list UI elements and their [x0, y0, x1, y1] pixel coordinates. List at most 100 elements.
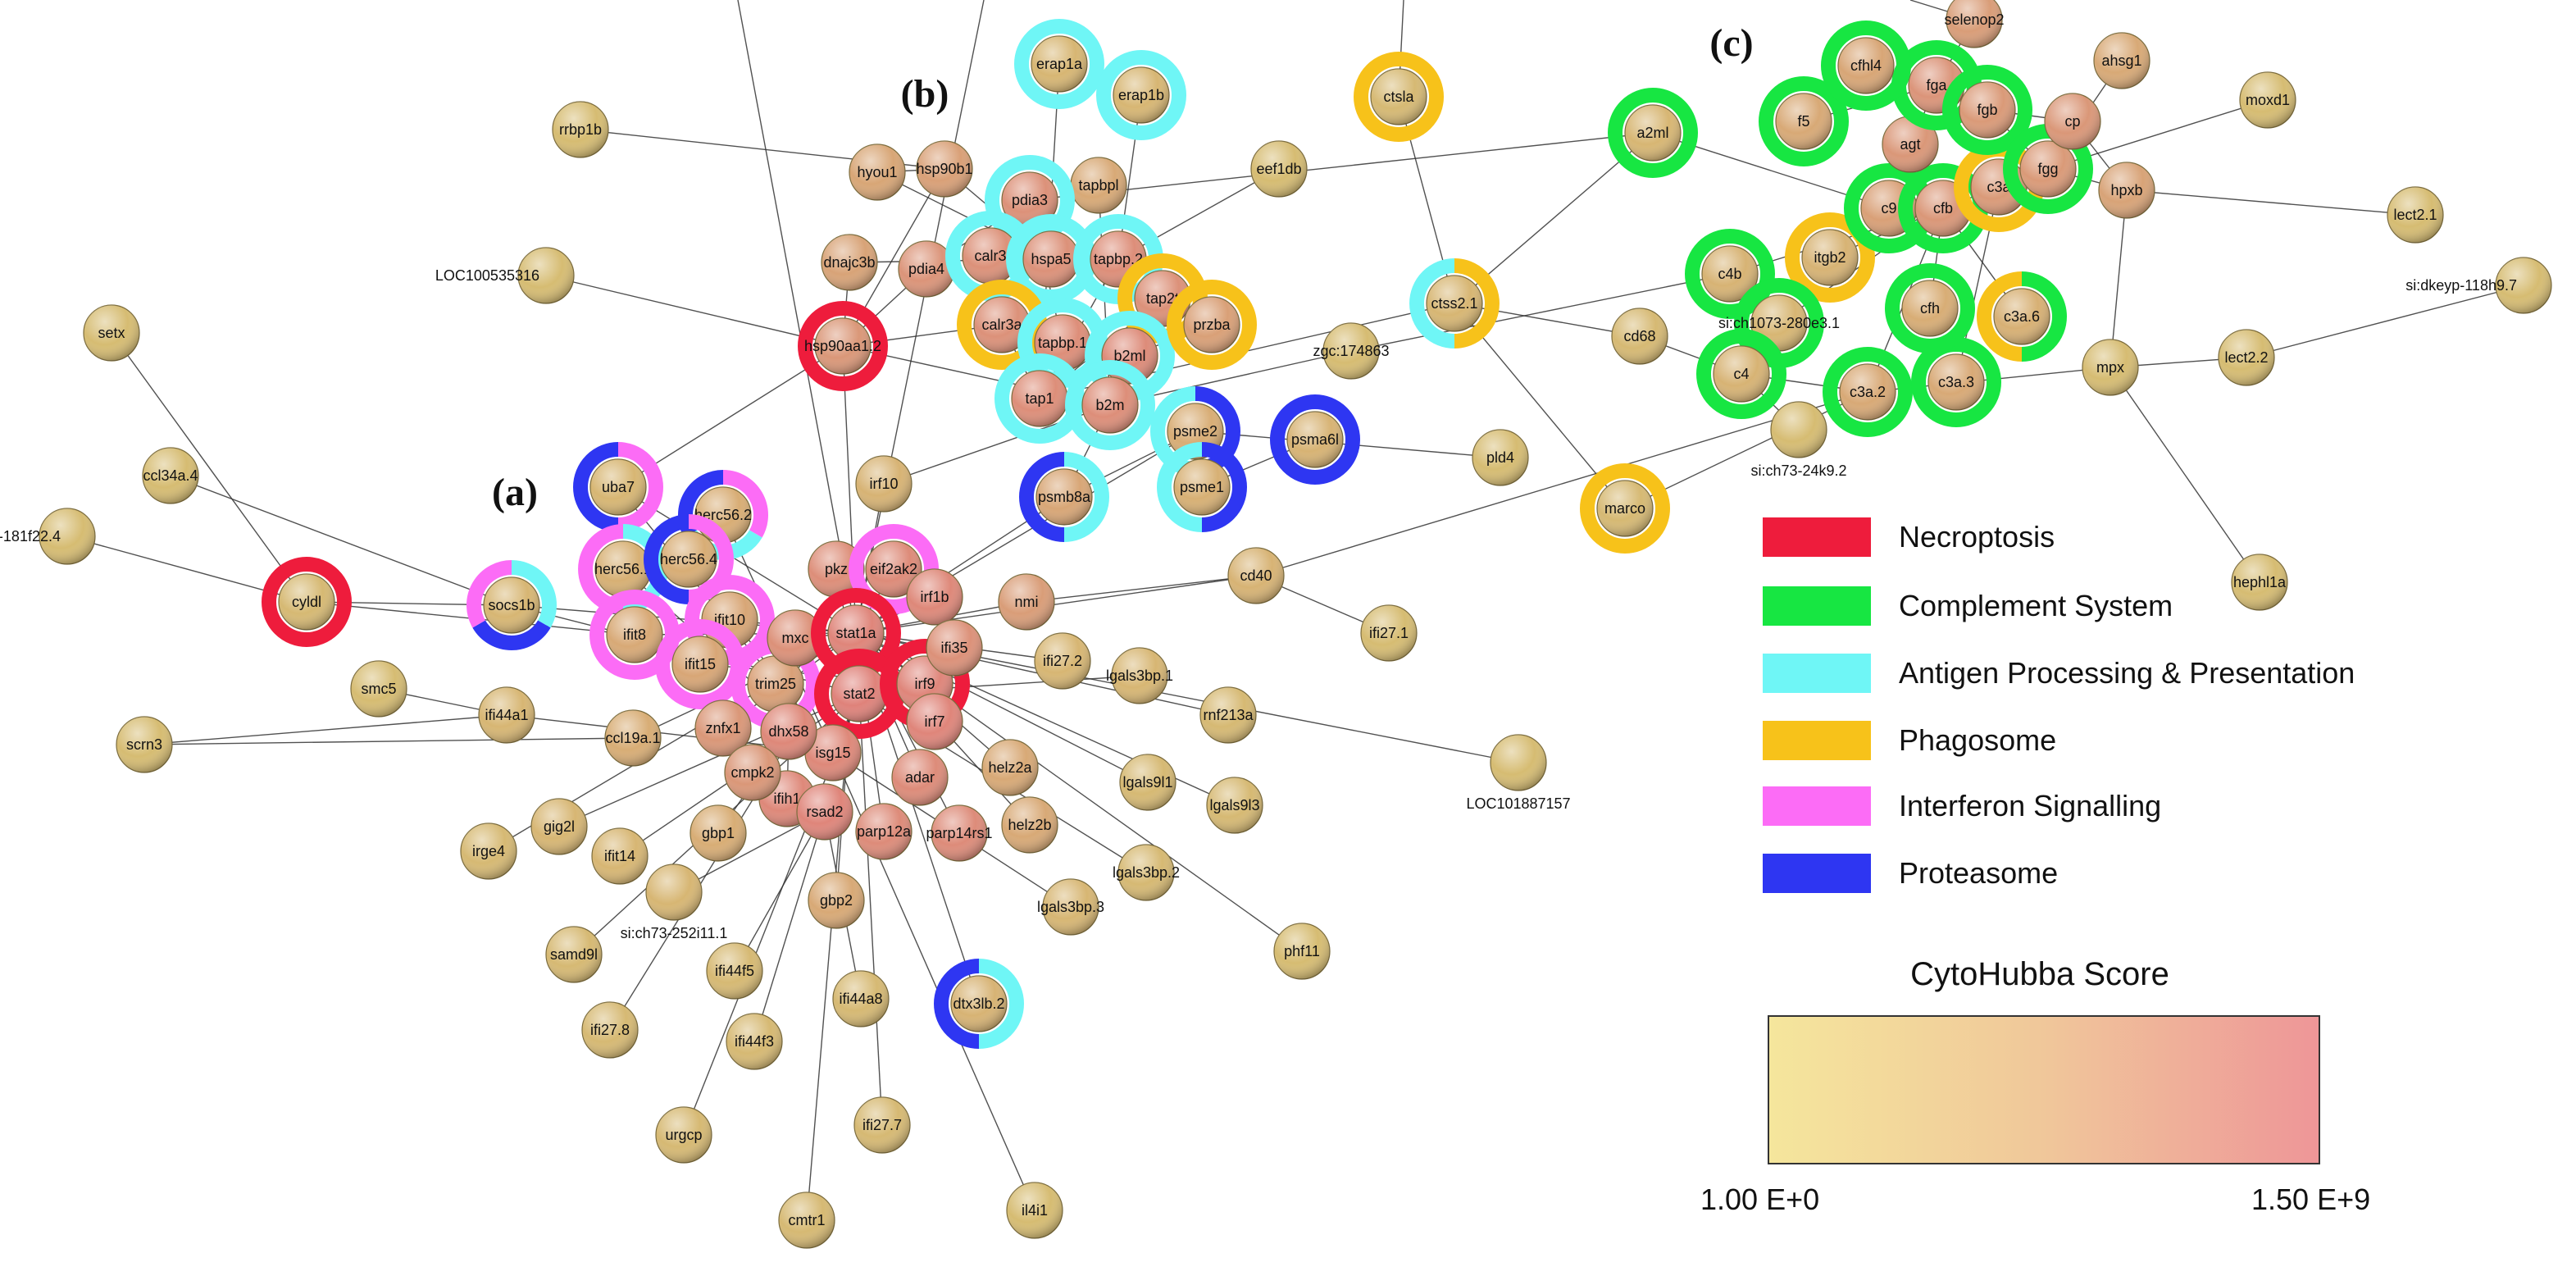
node-itgb2[interactable]: itgb2 — [1785, 212, 1875, 303]
node-hephl1a[interactable]: hephl1a — [2231, 554, 2288, 611]
node-ifi44f5[interactable]: ifi44f5 — [706, 942, 763, 1000]
node-lgals3bp1[interactable]: lgals3bp.1 — [1106, 647, 1173, 704]
node-rrbp1b[interactable]: rrbp1b — [552, 101, 609, 158]
node-ccl19a1[interactable]: ccl19a.1 — [604, 709, 662, 767]
node-sidkey181[interactable]: si:dkey-181f22.4 — [0, 508, 96, 565]
node-lgals9l1[interactable]: lgals9l1 — [1119, 754, 1176, 811]
node-phf11[interactable]: phf11 — [1273, 923, 1331, 980]
node-hspa5[interactable]: hspa5 — [1006, 214, 1096, 304]
node-LOC101887157[interactable]: LOC101887157 — [1466, 734, 1571, 812]
node-mxc[interactable]: mxc — [767, 609, 824, 667]
node-psmb8a[interactable]: psmb8a — [1019, 452, 1109, 542]
node-smc5[interactable]: smc5 — [350, 660, 407, 718]
node-cyldl[interactable]: cyldl — [262, 557, 352, 647]
node-tapbpl[interactable]: tapbpl — [1070, 157, 1127, 214]
node-cfh[interactable]: cfh — [1885, 263, 1975, 353]
node-samd9l[interactable]: samd9l — [545, 926, 603, 983]
node-ifi272[interactable]: ifi27.2 — [1034, 632, 1091, 690]
node-ifi271[interactable]: ifi27.1 — [1360, 604, 1418, 662]
node-lect22[interactable]: lect2.2 — [2218, 329, 2275, 386]
node-agt[interactable]: agt — [1882, 116, 1939, 173]
node-dtx3lb2[interactable]: dtx3lb.2 — [934, 959, 1024, 1049]
node-hsp90b1[interactable]: hsp90b1 — [916, 140, 973, 198]
node-cd40[interactable]: cd40 — [1227, 547, 1285, 604]
node-urgcp[interactable]: urgcp — [655, 1106, 712, 1164]
node-moxd1[interactable]: moxd1 — [2239, 71, 2296, 129]
node-hsp90aa12[interactable]: hsp90aa1.2 — [798, 301, 888, 391]
node-c3a3[interactable]: c3a.3 — [1911, 337, 2001, 427]
node-parp14rs1[interactable]: parp14rs1 — [926, 804, 993, 862]
node-ifi278[interactable]: ifi27.8 — [581, 1001, 639, 1059]
node-ifi44a8[interactable]: ifi44a8 — [832, 970, 890, 1028]
node-irf10[interactable]: irf10 — [855, 455, 913, 513]
node-ifi44f3[interactable]: ifi44f3 — [726, 1013, 783, 1070]
node-sich7324k[interactable]: si:ch73-24k9.2 — [1750, 401, 1847, 479]
node-pkz[interactable]: pkz — [808, 540, 865, 598]
node-psme1[interactable]: psme1 — [1157, 442, 1247, 532]
node-c4b[interactable]: c4b — [1685, 229, 1775, 319]
node-c3a6[interactable]: c3a.6 — [1977, 271, 2067, 362]
node-selenop2[interactable]: selenop2 — [1944, 0, 2005, 48]
node-pld4[interactable]: pld4 — [1472, 429, 1529, 486]
node-sich73[interactable]: si:ch73-252i11.1 — [621, 864, 728, 941]
node-isg15[interactable]: isg15 — [804, 724, 862, 781]
node-scrn3[interactable]: scrn3 — [116, 716, 173, 773]
node-dnajc3b[interactable]: dnajc3b — [821, 234, 878, 291]
node-calr3a[interactable]: calr3a — [957, 280, 1047, 370]
node-lgals3bp3[interactable]: lgals3bp.3 — [1037, 878, 1104, 936]
node-lgals9l3[interactable]: lgals9l3 — [1206, 777, 1263, 834]
node-ccl34a4[interactable]: ccl34a.4 — [142, 447, 199, 504]
node-mpx[interactable]: mpx — [2082, 339, 2139, 396]
node-hpxb[interactable]: hpxb — [2098, 162, 2155, 219]
node-parp12a[interactable]: parp12a — [855, 803, 913, 860]
node-cp[interactable]: cp — [2044, 93, 2101, 150]
node-fgb[interactable]: fgb — [1942, 65, 2032, 155]
node-przba[interactable]: przba — [1167, 280, 1257, 370]
node-hyou1[interactable]: hyou1 — [849, 144, 906, 201]
node-ctsla[interactable]: ctsla — [1354, 52, 1444, 142]
node-erap1b[interactable]: erap1b — [1096, 50, 1186, 140]
node-dhx58[interactable]: dhx58 — [760, 703, 817, 760]
node-sidkeyp118[interactable]: si:dkeyp-118h9.7 — [2405, 257, 2552, 314]
node-ifit14[interactable]: ifit14 — [591, 827, 649, 885]
node-zgc174863[interactable]: zgc:174863 — [1313, 322, 1390, 380]
node-gbp1[interactable]: gbp1 — [690, 804, 747, 862]
node-irge4[interactable]: irge4 — [460, 822, 517, 880]
node-LOC100535316[interactable]: LOC100535316 — [435, 247, 575, 304]
node-cmtr1[interactable]: cmtr1 — [778, 1192, 835, 1249]
node-b2m[interactable]: b2m — [1065, 360, 1155, 450]
node-helz2b[interactable]: helz2b — [1001, 796, 1058, 854]
node-il4i1[interactable]: il4i1 — [1006, 1182, 1063, 1239]
node-irf7[interactable]: irf7 — [906, 693, 963, 750]
node-setx[interactable]: setx — [83, 304, 140, 362]
node-adar[interactable]: adar — [891, 749, 949, 806]
node-pdia4[interactable]: pdia4 — [898, 240, 955, 298]
node-ifi35[interactable]: ifi35 — [926, 619, 983, 677]
node-cd68[interactable]: cd68 — [1611, 308, 1668, 365]
node-socs1b[interactable]: socs1b — [467, 560, 557, 650]
node-a2ml[interactable]: a2ml — [1608, 88, 1698, 178]
node-uba7[interactable]: uba7 — [573, 442, 663, 532]
node-cfhl4[interactable]: cfhl4 — [1821, 21, 1911, 111]
node-f5[interactable]: f5 — [1759, 76, 1849, 166]
node-cmpk2[interactable]: cmpk2 — [724, 744, 781, 801]
node-lect21[interactable]: lect2.1 — [2387, 186, 2444, 244]
node-ifit15[interactable]: ifit15 — [655, 619, 745, 709]
node-rnf213a[interactable]: rnf213a — [1199, 686, 1257, 744]
node-gbp2[interactable]: gbp2 — [808, 872, 865, 929]
node-irf1b[interactable]: irf1b — [906, 568, 963, 626]
node-ctss21[interactable]: ctss2.1 — [1409, 258, 1500, 349]
node-ifi277[interactable]: ifi27.7 — [853, 1096, 911, 1154]
node-ahsg1[interactable]: ahsg1 — [2093, 32, 2150, 89]
node-marco[interactable]: marco — [1580, 463, 1670, 554]
node-psma6l[interactable]: psma6l — [1270, 394, 1360, 485]
node-c4[interactable]: c4 — [1696, 329, 1786, 419]
node-erap1a[interactable]: erap1a — [1014, 19, 1104, 109]
node-helz2a[interactable]: helz2a — [981, 739, 1039, 796]
node-nmi[interactable]: nmi — [998, 573, 1055, 631]
node-lgals3bp2[interactable]: lgals3bp.2 — [1113, 844, 1180, 901]
node-znfx1[interactable]: znfx1 — [694, 699, 752, 757]
node-stat2[interactable]: stat2 — [814, 649, 904, 739]
node-gig2l[interactable]: gig2l — [530, 798, 588, 855]
node-eef1db[interactable]: eef1db — [1250, 140, 1308, 198]
